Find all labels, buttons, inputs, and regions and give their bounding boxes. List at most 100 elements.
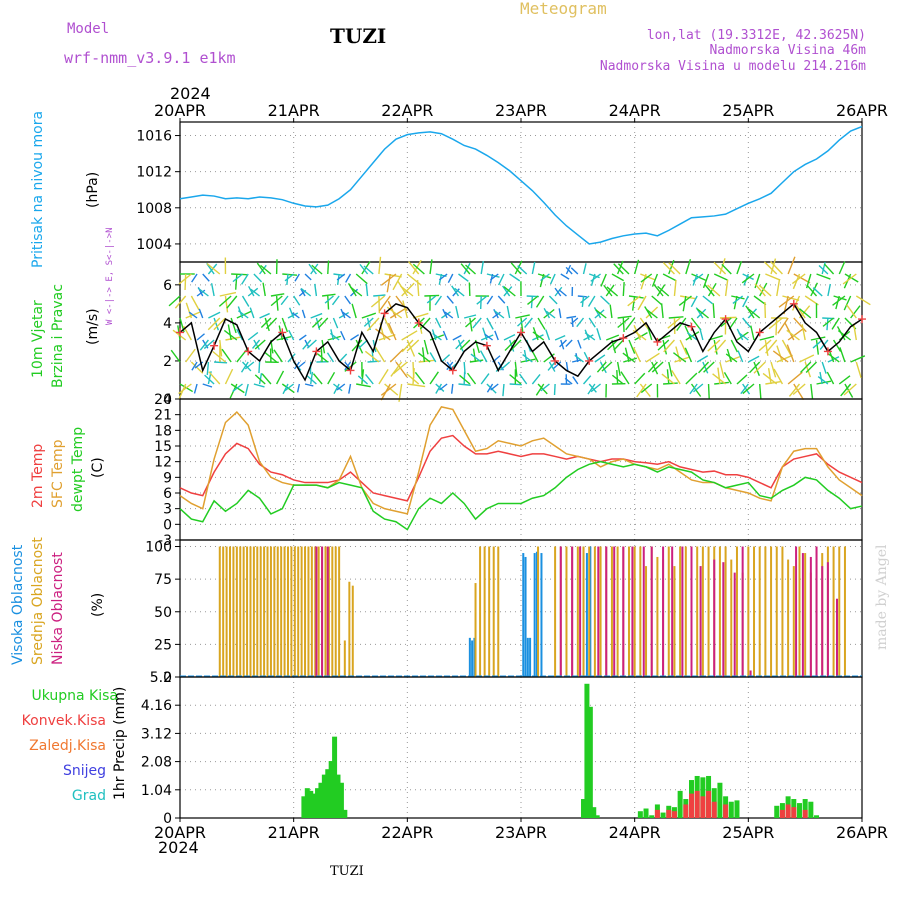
clouds-bar [249, 546, 252, 677]
wind-vector [692, 273, 704, 282]
precipitation-bar [677, 790, 683, 818]
wind-vector [594, 309, 605, 319]
precipitation-bar [308, 790, 314, 818]
wind-vector [219, 291, 237, 297]
clouds-bar [733, 572, 736, 677]
wind-vector [636, 383, 647, 398]
wind-vector [843, 383, 857, 396]
wind-vector [712, 303, 715, 319]
precipitation-bar [335, 774, 341, 818]
wind-gust-marker [653, 337, 662, 346]
wind-vector [753, 361, 760, 377]
wind-vector [392, 273, 403, 291]
wind-vector [622, 317, 625, 333]
wind-vector [497, 295, 506, 304]
wind-vector [345, 273, 352, 283]
wind-vector [747, 308, 761, 319]
wind-vector [703, 361, 715, 373]
wind-gust-marker [619, 334, 628, 343]
model-label: Model [67, 21, 109, 37]
wind-vector [455, 305, 460, 319]
wind-vector [754, 283, 766, 297]
wind-vector [446, 295, 454, 304]
clouds-bar [537, 546, 540, 677]
clouds-bar [735, 546, 738, 677]
wind-vector [696, 308, 707, 319]
wind-vector [261, 373, 272, 385]
wind-vector [690, 317, 702, 331]
x-date-label: 20APR [154, 823, 206, 842]
clouds-bar [468, 637, 471, 677]
wind-direction-label: W <-|-> E, S<-|->N [105, 227, 115, 325]
precipitation-bar [700, 796, 706, 818]
wind-vector [818, 265, 829, 275]
wind-vector [559, 339, 567, 348]
wind-vector [310, 312, 323, 319]
low-cloud-label: Niska Oblacnost [50, 552, 66, 665]
wind-vector [535, 295, 545, 308]
wind-vector [576, 317, 585, 328]
wind-vector [412, 367, 415, 385]
wind-vector [459, 339, 471, 350]
wind-vector [748, 355, 760, 363]
wind-vector [463, 314, 477, 319]
wind-vector [558, 289, 567, 297]
wind-vector [400, 285, 414, 297]
wind-vector [594, 354, 606, 363]
wind-vector [224, 295, 229, 313]
wind-vector [198, 308, 204, 319]
wind-vector [493, 310, 505, 319]
precipitation-bar [706, 790, 712, 818]
clouds-bar [747, 546, 750, 677]
wind-vector [696, 355, 709, 363]
wind-vector [401, 282, 415, 297]
wind-vector [531, 261, 536, 275]
model-name: wrf-nmm_v3.9.1 e1km [64, 49, 236, 67]
clouds-bar [631, 546, 634, 677]
wind-vector [380, 383, 397, 396]
wind-vector [759, 383, 762, 399]
precipitation-bar [774, 805, 780, 818]
wind-vector [553, 361, 562, 370]
clouds-bar [290, 546, 293, 677]
wind-vector [645, 352, 660, 363]
wind-vector [787, 328, 804, 341]
wind-panel: 0 2 4 6 [163, 256, 871, 408]
wind-vector [378, 369, 389, 385]
clouds-bar [246, 546, 249, 677]
wind-vector [389, 348, 404, 363]
wind-vector [831, 317, 840, 330]
wind-vector [265, 317, 278, 330]
wind-vector [788, 383, 801, 397]
wind-vector [457, 339, 464, 352]
wind-vector [344, 295, 352, 305]
wind-vector [765, 273, 781, 281]
wind-vector [547, 361, 556, 371]
wind-vector [197, 287, 209, 297]
temperature-y-tick-label: 21 [154, 408, 172, 424]
wind-vector [442, 330, 448, 341]
wind-vector [465, 264, 477, 275]
wind-vector [639, 383, 651, 397]
wind-vector [363, 265, 374, 275]
wind-vector [506, 305, 511, 319]
wind-vector [406, 373, 420, 385]
wind-vector [587, 295, 596, 307]
wind-vector [284, 273, 295, 282]
temperature-y-tick-label: 0 [163, 517, 172, 533]
wind-gust-marker [823, 347, 832, 356]
wind-vector [593, 307, 602, 319]
wind-vector [370, 295, 386, 308]
wind-vector [852, 323, 858, 341]
wind-vector [509, 374, 522, 385]
wind-vector [509, 383, 522, 386]
wind-vector [736, 374, 748, 385]
wind-vector [190, 361, 204, 374]
clouds-bar [239, 546, 242, 677]
wind-vector [671, 370, 681, 385]
clouds-bar [273, 546, 276, 677]
wind-vector [698, 361, 710, 374]
wind-vector [793, 273, 811, 284]
wind-vector [447, 273, 454, 283]
wind-vector [799, 354, 815, 363]
